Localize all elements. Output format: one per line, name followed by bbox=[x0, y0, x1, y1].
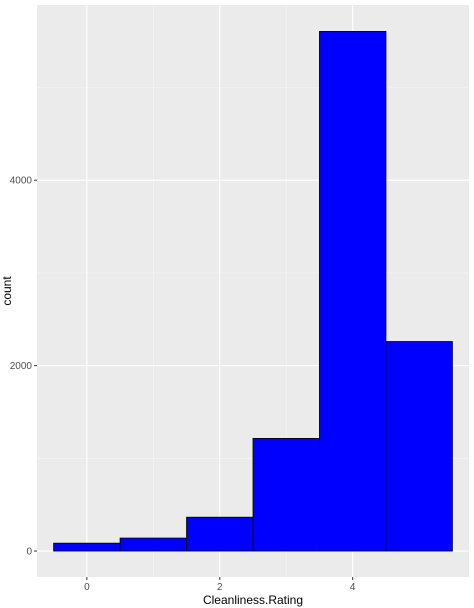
histogram-bar bbox=[186, 516, 254, 552]
histogram-bar bbox=[119, 537, 187, 552]
y-axis-title: count bbox=[0, 276, 14, 306]
histogram-bars bbox=[53, 31, 453, 552]
y-tick-label: 2000 bbox=[10, 361, 33, 372]
y-axis-ticks: 0 2000 4000 bbox=[10, 176, 37, 558]
histogram-bar bbox=[53, 542, 121, 552]
x-tick-label: 0 bbox=[84, 582, 90, 593]
histogram-bar bbox=[252, 438, 320, 552]
x-axis-title: Cleanliness.Rating bbox=[203, 593, 303, 607]
x-axis-ticks: 0 2 4 bbox=[84, 577, 356, 593]
x-tick-label: 2 bbox=[217, 582, 223, 593]
x-tick-label: 4 bbox=[350, 582, 356, 593]
y-tick-label: 0 bbox=[26, 547, 32, 558]
y-tick-label: 4000 bbox=[10, 176, 33, 187]
histogram-bar bbox=[319, 31, 387, 552]
histogram-bar bbox=[385, 341, 453, 552]
